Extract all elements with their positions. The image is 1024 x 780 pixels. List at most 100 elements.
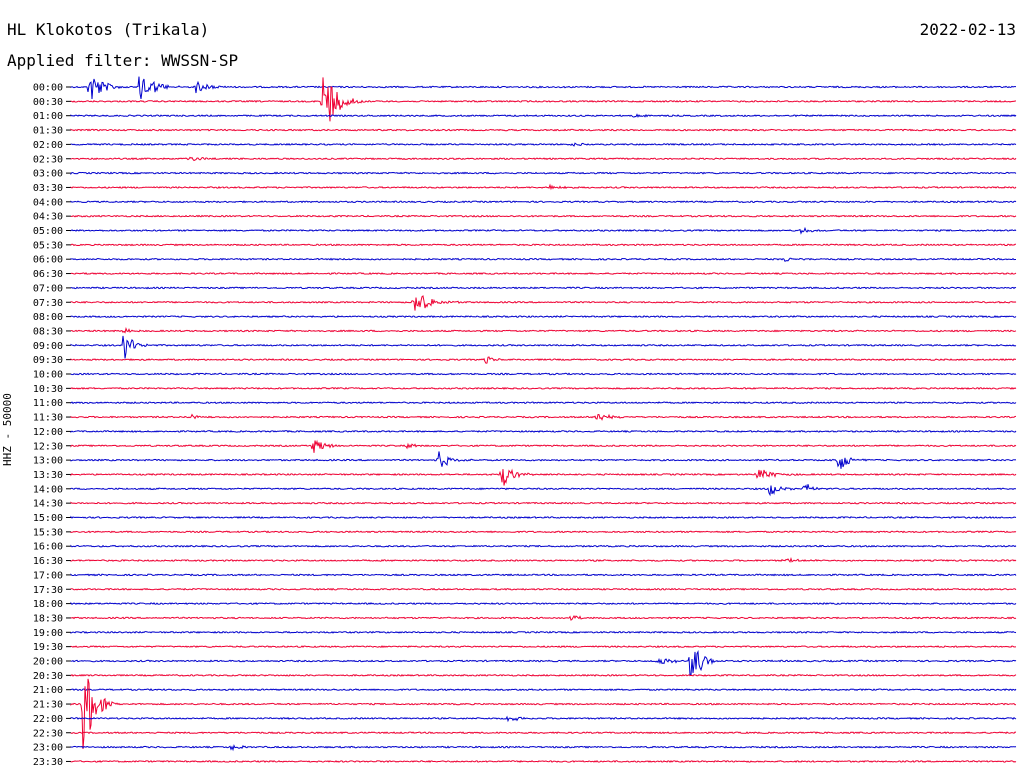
trace-line (70, 451, 1017, 469)
trace-line (70, 200, 1017, 204)
trace-line (70, 372, 1017, 376)
row-time-label: 14:00 (33, 484, 63, 495)
row-time-label: 00:00 (33, 83, 63, 94)
row-time-label: 05:30 (33, 240, 63, 251)
trace-line (70, 601, 1017, 606)
trace-line (70, 326, 1017, 334)
trace-line (70, 401, 1017, 405)
row-time-label: 01:00 (33, 111, 63, 122)
row-time-label: 12:00 (33, 427, 63, 438)
row-time-label: 23:00 (33, 743, 63, 754)
row-time-label: 16:00 (33, 542, 63, 553)
trace-line (70, 501, 1017, 505)
row-time-label: 03:00 (33, 169, 63, 180)
row-time-label: 03:30 (33, 183, 63, 194)
trace-line (70, 573, 1017, 577)
row-time-label: 12:30 (33, 441, 63, 452)
row-time-label: 10:30 (33, 384, 63, 395)
trace-line (70, 315, 1017, 319)
trace-line (70, 183, 1017, 191)
trace-line (70, 295, 1017, 311)
trace-line (70, 243, 1016, 247)
trace-line (70, 156, 1017, 162)
row-time-label: 07:00 (33, 283, 63, 294)
row-time-label: 15:30 (33, 527, 63, 538)
row-time-label: 20:30 (33, 671, 63, 682)
trace-line (70, 76, 1016, 100)
row-time-label: 18:00 (33, 599, 63, 610)
trace-line (70, 673, 1017, 677)
row-time-label: 20:00 (33, 657, 63, 668)
trace-line (70, 515, 1017, 519)
row-time-label: 08:00 (33, 312, 63, 323)
row-time-label: 13:00 (33, 456, 63, 467)
row-time-label: 06:30 (33, 269, 63, 280)
row-time-label: 16:30 (33, 556, 63, 567)
trace-line (70, 272, 1017, 276)
trace-line (70, 142, 1017, 147)
trace-line (70, 214, 1017, 218)
row-time-label: 02:30 (33, 154, 63, 165)
row-time-label: 23:30 (33, 757, 63, 768)
trace-line (70, 128, 1017, 132)
trace-line (70, 556, 1017, 563)
trace-line (70, 257, 1016, 263)
row-time-label: 17:30 (33, 585, 63, 596)
row-time-label: 11:00 (33, 398, 63, 409)
filter-label: Applied filter: WWSSN-SP (7, 51, 239, 70)
trace-line (70, 226, 1017, 235)
trace-line (70, 413, 1017, 421)
row-time-label: 00:30 (33, 97, 63, 108)
trace-line (70, 77, 1016, 122)
row-time-label: 09:30 (33, 355, 63, 366)
row-time-label: 13:30 (33, 470, 63, 481)
row-time-label: 19:00 (33, 628, 63, 639)
row-time-label: 10:00 (33, 370, 63, 381)
trace-line (70, 650, 1017, 677)
row-time-label: 04:30 (33, 212, 63, 223)
row-time-label: 15:00 (33, 513, 63, 524)
row-time-label: 19:30 (33, 642, 63, 653)
trace-line (70, 760, 1017, 763)
trace-line (70, 630, 1017, 634)
trace-line (70, 587, 1017, 591)
row-time-label: 14:30 (33, 499, 63, 510)
trace-line (70, 429, 1017, 433)
station-title: HL Klokotos (Trikala) (7, 20, 210, 39)
row-time-label: 07:30 (33, 298, 63, 309)
row-time-label: 22:30 (33, 728, 63, 739)
trace-line (70, 645, 1016, 649)
row-time-label: 21:30 (33, 700, 63, 711)
trace-line (70, 113, 1017, 118)
date-label: 2022-02-13 (919, 20, 1016, 39)
trace-line (70, 439, 1017, 453)
trace-line (70, 614, 1017, 621)
row-time-label: 02:00 (33, 140, 63, 151)
row-time-label: 21:00 (33, 685, 63, 696)
trace-line (70, 171, 1017, 176)
trace-line (70, 484, 1017, 497)
row-time-label: 04:00 (33, 197, 63, 208)
row-time-label: 09:00 (33, 341, 63, 352)
row-time-label: 08:30 (33, 326, 63, 337)
trace-line (70, 468, 1017, 486)
row-time-label: 11:30 (33, 413, 63, 424)
trace-line (70, 715, 1017, 723)
row-time-label: 22:00 (33, 714, 63, 725)
trace-line (70, 335, 1017, 359)
trace-line (70, 731, 1017, 735)
trace-line (70, 356, 1017, 364)
trace-line (70, 678, 1017, 750)
row-time-label: 05:00 (33, 226, 63, 237)
row-time-label: 01:30 (33, 126, 63, 137)
trace-line (70, 688, 1017, 692)
trace-line (70, 386, 1017, 390)
row-time-label: 18:30 (33, 613, 63, 624)
trace-line (70, 544, 1017, 548)
trace-line (70, 744, 1017, 752)
row-time-label: 17:00 (33, 570, 63, 581)
trace-line (70, 286, 1017, 290)
trace-line (70, 530, 1017, 534)
row-time-label: 06:00 (33, 255, 63, 266)
